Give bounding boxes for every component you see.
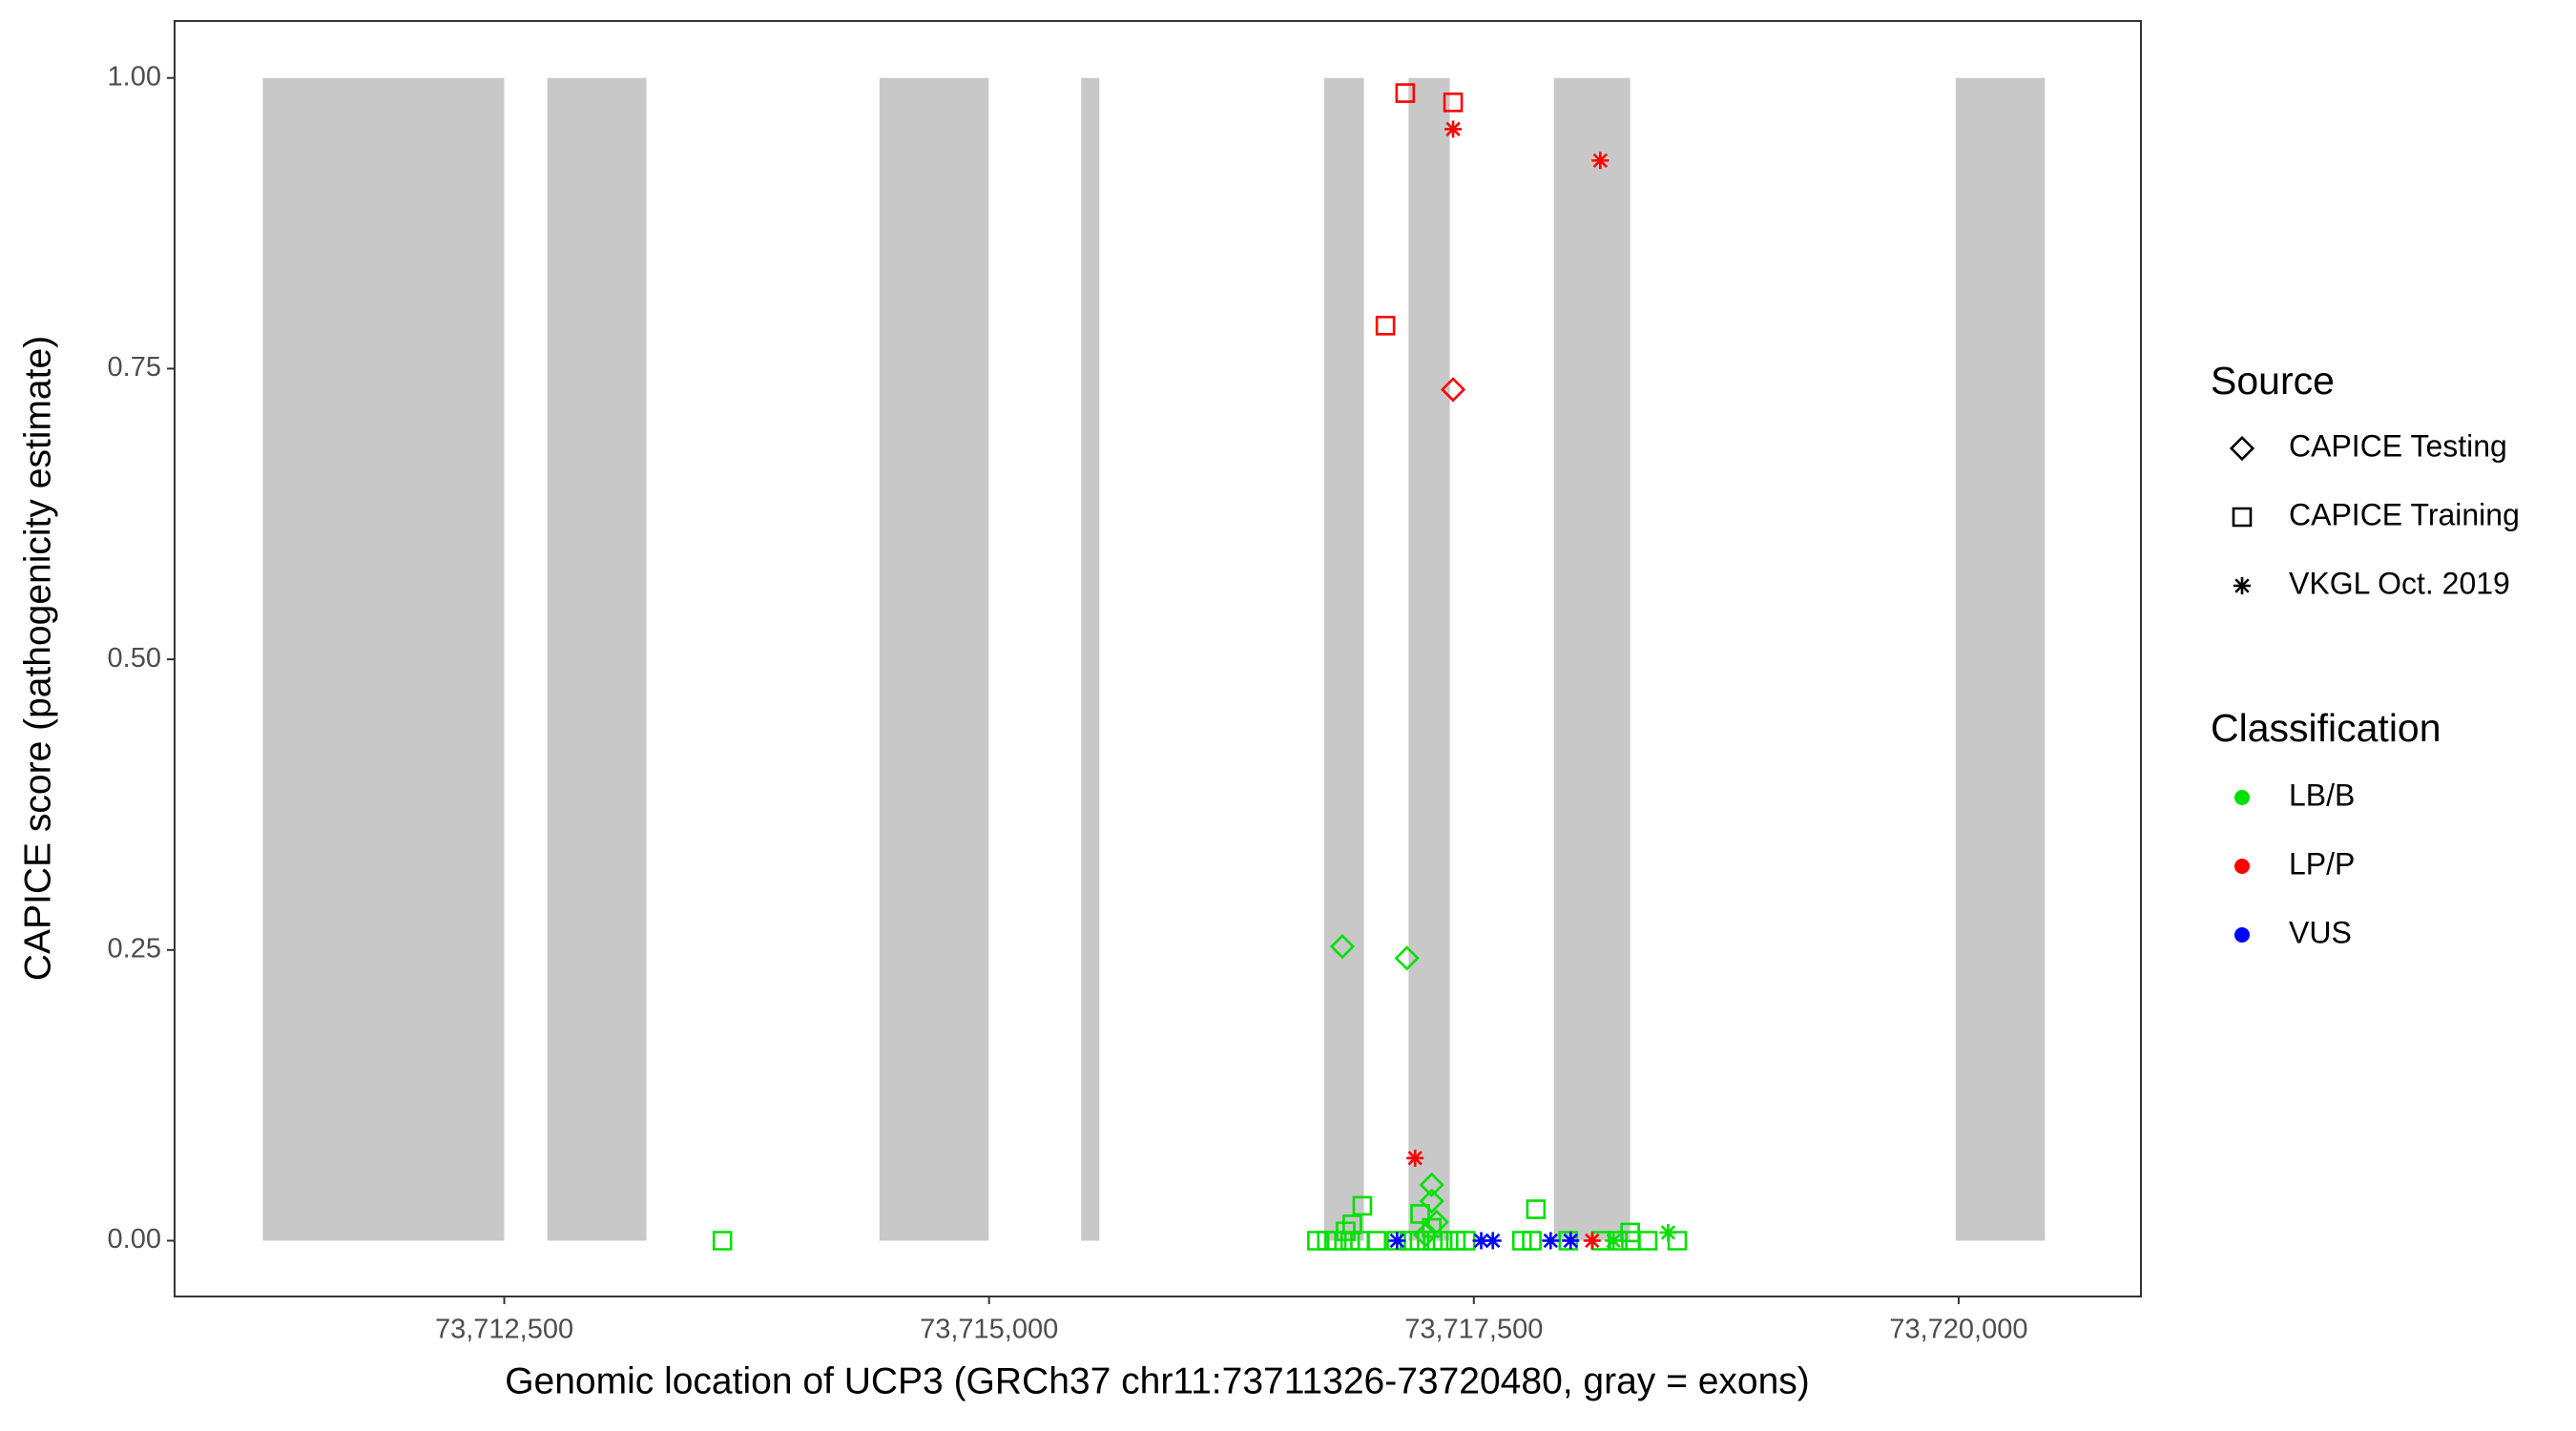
y-tick-label: 1.00 — [108, 61, 161, 92]
point — [1375, 316, 1396, 336]
legend-symbol — [2233, 577, 2251, 594]
point — [1419, 1172, 1444, 1198]
point — [1366, 1231, 1387, 1251]
point — [1472, 1232, 1490, 1250]
point — [1605, 1232, 1623, 1250]
point — [712, 1231, 733, 1251]
point — [1522, 1231, 1542, 1251]
legend-label: LB/B — [2289, 778, 2355, 812]
point — [1419, 1188, 1444, 1214]
point — [1591, 152, 1610, 170]
y-tick-label: 0.00 — [108, 1224, 161, 1255]
exon — [879, 77, 989, 1241]
point — [1583, 1232, 1601, 1250]
x-axis-title: Genomic location of UCP3 (GRCh37 chr11:7… — [505, 1360, 1810, 1401]
series — [1605, 1223, 1677, 1250]
legend-label: CAPICE Testing — [2289, 428, 2507, 463]
legend-symbol — [2229, 435, 2255, 462]
panel-border — [174, 20, 2142, 1297]
y-tick-label: 0.50 — [108, 643, 161, 674]
point — [1455, 1231, 1476, 1251]
point — [1388, 1232, 1406, 1250]
legend-label: CAPICE Training — [2289, 497, 2520, 531]
exon — [1323, 77, 1364, 1241]
series — [1406, 120, 1610, 1250]
point — [1423, 1209, 1449, 1235]
legend-title: Classification — [2211, 706, 2441, 750]
legend-label: VKGL Oct. 2019 — [2289, 566, 2510, 600]
exon — [1081, 77, 1100, 1241]
point — [1412, 1222, 1439, 1248]
y-axis-title: CAPICE score (pathogenicity estimate) — [17, 336, 58, 981]
series — [1388, 1232, 1580, 1250]
series — [1329, 934, 1449, 1248]
series — [1440, 377, 1466, 403]
point — [1484, 1232, 1502, 1250]
exon — [1955, 77, 2046, 1241]
point — [1542, 1232, 1560, 1250]
point — [1329, 934, 1356, 960]
legend-label: VUS — [2289, 915, 2352, 949]
y-tick-label: 0.25 — [108, 933, 161, 964]
series — [1375, 83, 1464, 336]
exon — [262, 77, 505, 1241]
x-tick-label: 73,720,000 — [1889, 1315, 2027, 1345]
x-tick-label: 73,715,000 — [920, 1315, 1058, 1345]
y-tick-label: 0.75 — [108, 352, 161, 383]
legend-label: LP/P — [2289, 846, 2355, 881]
point — [1667, 1231, 1688, 1251]
point — [1410, 1204, 1430, 1224]
point — [1352, 1195, 1373, 1216]
point — [1336, 1221, 1356, 1242]
point — [1394, 945, 1420, 971]
legend-symbol — [2234, 790, 2250, 805]
legend-title: Source — [2211, 359, 2335, 403]
point — [1562, 1232, 1580, 1250]
point — [1637, 1231, 1658, 1251]
point — [1440, 377, 1466, 403]
x-tick-label: 73,717,500 — [1404, 1315, 1543, 1345]
point — [1526, 1199, 1547, 1219]
point — [1444, 120, 1463, 138]
point — [1395, 83, 1416, 103]
point — [1406, 1149, 1424, 1167]
point — [1443, 93, 1464, 113]
point — [1659, 1223, 1677, 1241]
exon — [1553, 77, 1631, 1241]
legend-symbol — [2232, 507, 2253, 528]
x-tick-label: 73,712,500 — [435, 1315, 573, 1345]
exon — [547, 77, 647, 1241]
exon — [1408, 77, 1450, 1241]
legend-symbol — [2234, 927, 2250, 943]
legend-symbol — [2234, 859, 2250, 874]
